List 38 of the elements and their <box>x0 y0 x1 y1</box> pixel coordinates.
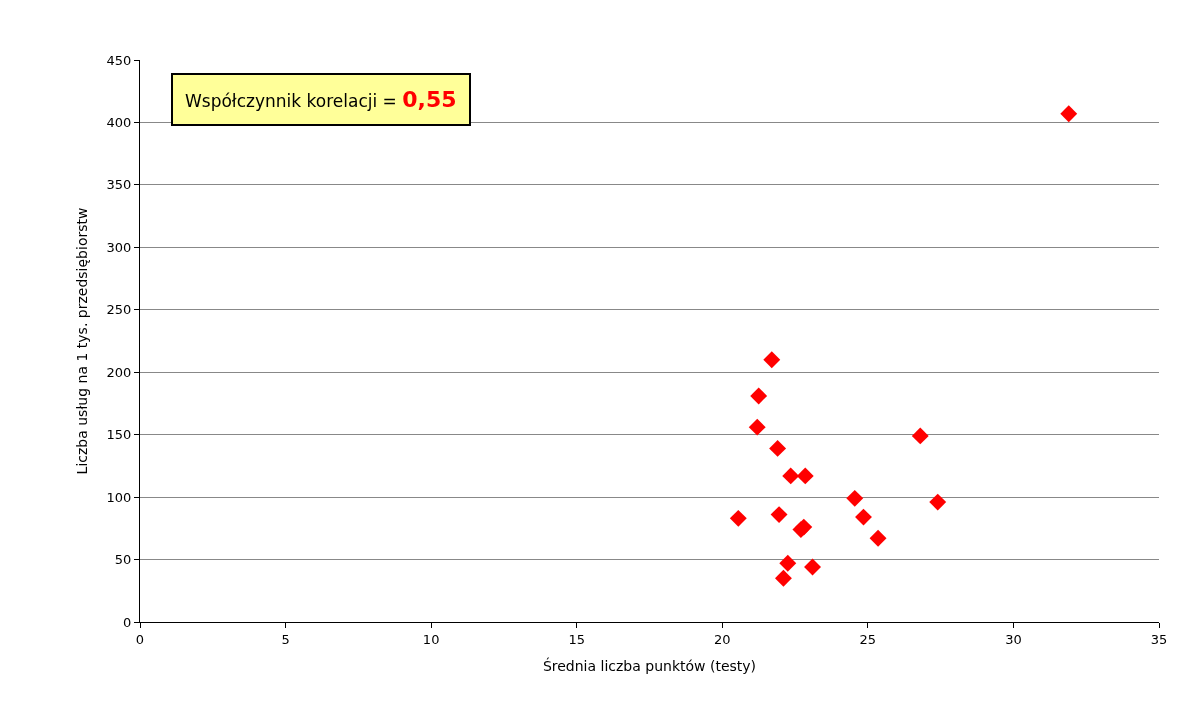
y-tick-label: 450 <box>106 52 132 68</box>
point <box>1060 105 1078 123</box>
y-tick-label: 350 <box>106 177 132 193</box>
point <box>748 418 766 436</box>
y-axis-title: Liczba usług na 1 tys. przedsiębiorstw <box>74 207 91 475</box>
annotation: Współczynnik korelacji = 0,55 <box>185 87 457 112</box>
x-axis-title: Średnia liczba punktów (testy) <box>542 656 757 674</box>
y-tick-label: 150 <box>106 427 132 443</box>
point <box>846 489 864 507</box>
point <box>769 439 787 457</box>
y-tick-label: 0 <box>123 614 132 630</box>
point <box>929 493 947 511</box>
x-tick-label: 30 <box>1005 631 1022 647</box>
x-tick-label: 5 <box>281 631 290 647</box>
x-tick-label: 0 <box>135 631 145 647</box>
y-tick-label: 250 <box>106 302 132 318</box>
y-tick-label: 50 <box>114 552 132 568</box>
point <box>779 554 797 572</box>
point <box>804 558 821 576</box>
y-tick-label: 100 <box>106 489 132 505</box>
x-tick-label: 20 <box>714 631 731 647</box>
point <box>729 509 747 527</box>
x-tick-label: 15 <box>568 631 585 647</box>
point <box>774 569 792 587</box>
point <box>770 506 788 524</box>
x-tick-label: 10 <box>422 631 440 647</box>
point <box>750 387 768 405</box>
x-tick-label: 25 <box>859 631 877 647</box>
y-tick-label: 400 <box>106 114 132 130</box>
y-tick-label: 200 <box>106 364 132 380</box>
x-tick-label: 35 <box>1150 631 1168 647</box>
point <box>796 467 814 485</box>
point <box>869 529 887 547</box>
point <box>911 427 929 445</box>
point <box>763 351 781 369</box>
point <box>782 467 800 485</box>
point <box>855 508 872 526</box>
y-tick-label: 300 <box>106 239 132 255</box>
